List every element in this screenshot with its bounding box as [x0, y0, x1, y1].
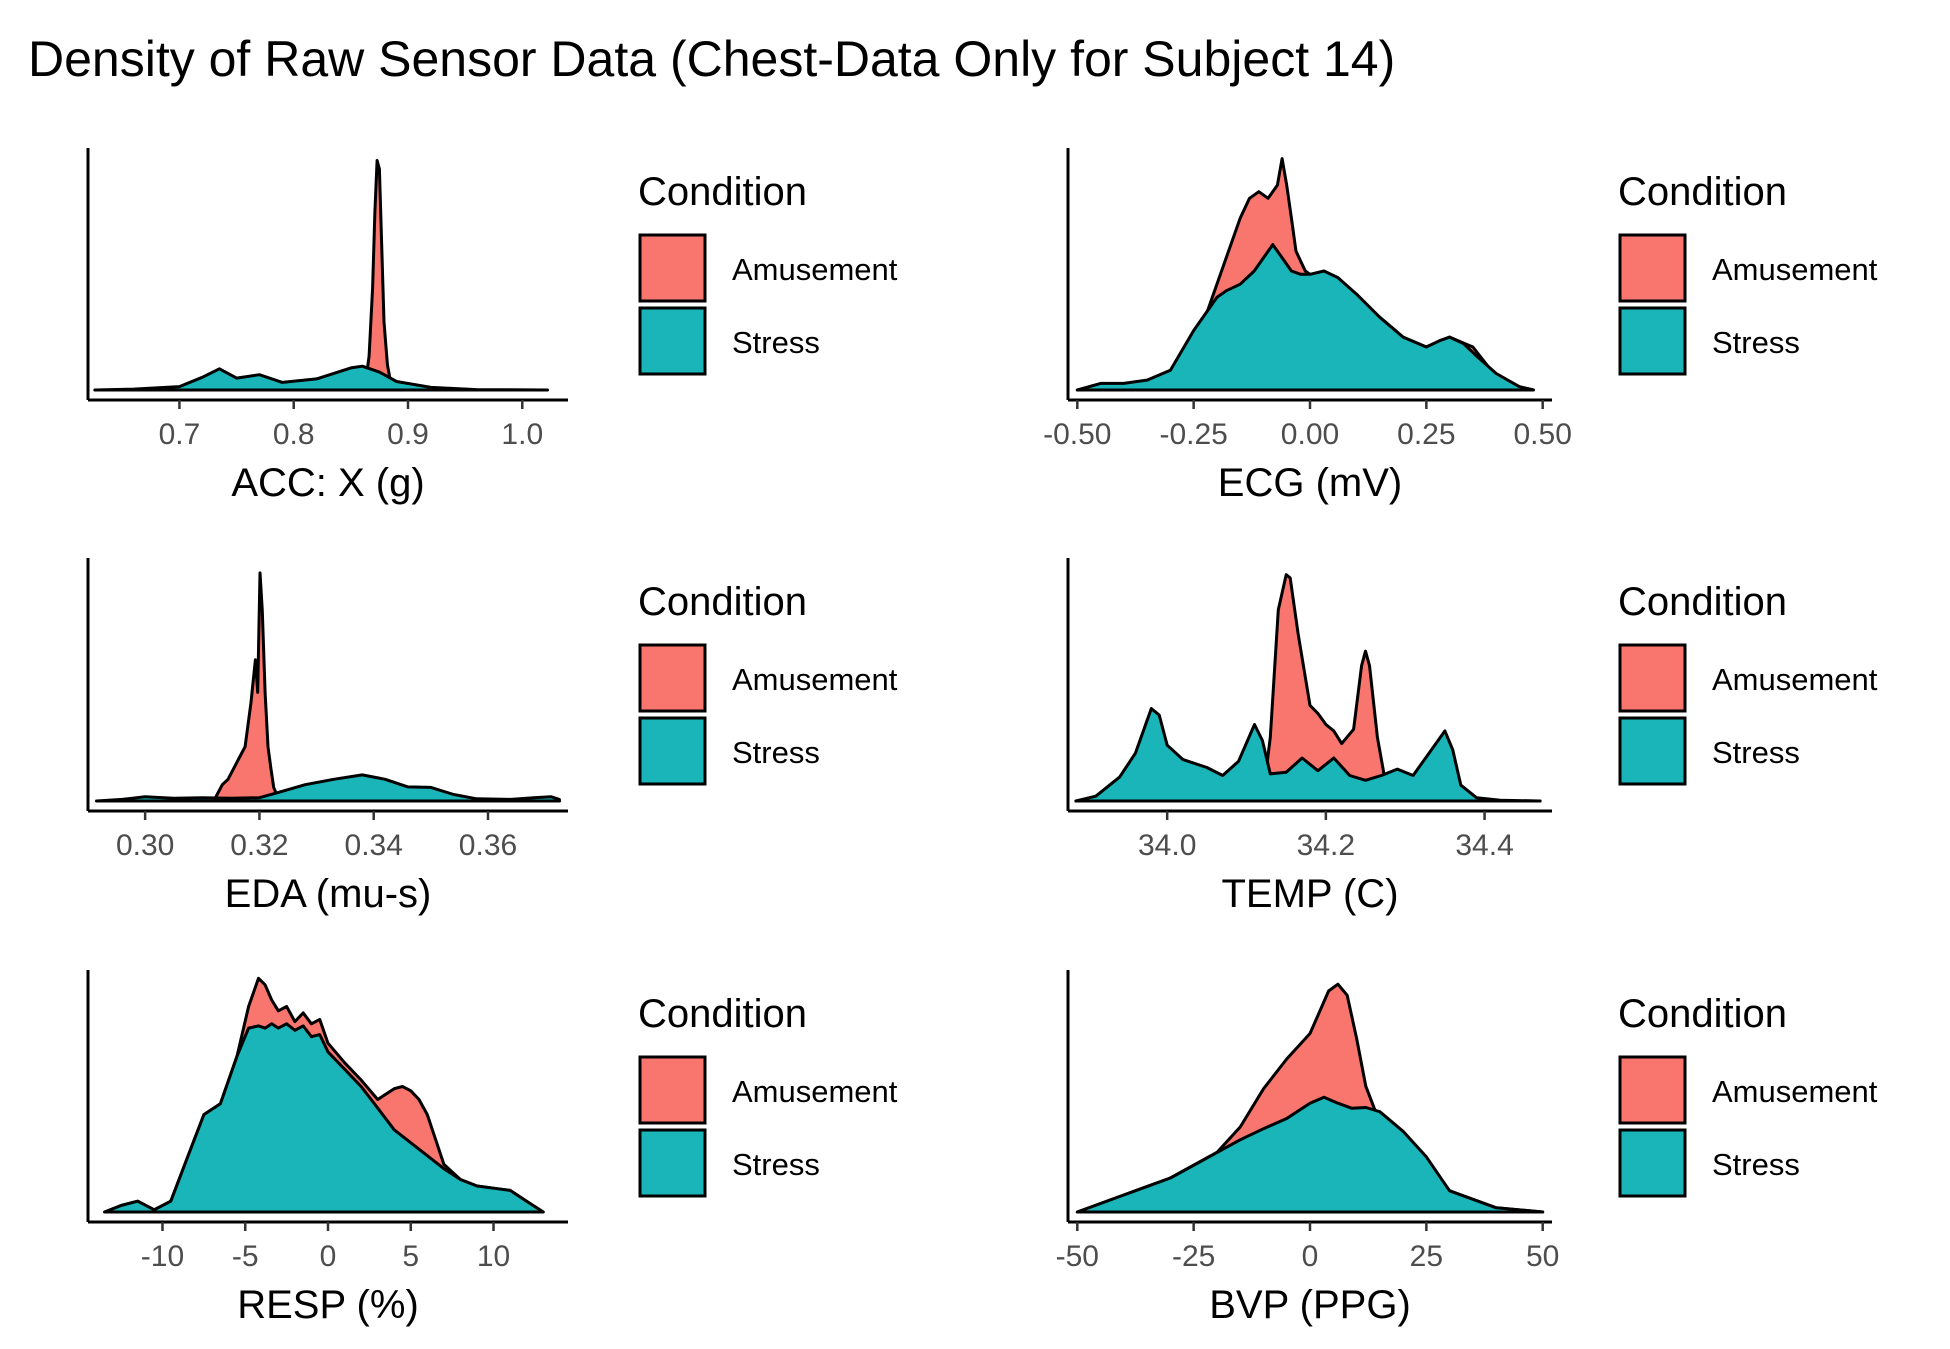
density-area-amusement	[95, 571, 561, 803]
x-tick-label: 0.30	[116, 829, 174, 862]
x-tick-label: 0.32	[230, 829, 288, 862]
legend-key-amusement	[638, 643, 707, 713]
legend-label-stress: Stress	[1712, 735, 1800, 770]
density-area-stress	[1075, 243, 1535, 392]
x-axis-label: ACC: X (g)	[231, 461, 424, 505]
legend-key-stress	[1618, 1128, 1687, 1198]
density-area-amusement	[93, 159, 549, 392]
legend-key-amusement	[1618, 233, 1687, 303]
x-axis-label: BVP (PPG)	[1209, 1283, 1411, 1327]
x-tick-label: -50	[1056, 1240, 1099, 1273]
legend-key-stress	[1618, 306, 1687, 376]
density-panel-2: -0.50 -0.25 0.00 0.25 0.50 ECG (mV) Condition A…	[1043, 148, 1878, 505]
legend-title: Condition	[1618, 580, 1787, 624]
x-tick-label: -0.50	[1043, 418, 1111, 451]
legend-label-amusement: Amusement	[732, 662, 898, 697]
x-tick-label: 0.9	[387, 418, 429, 451]
legend-key-stress	[638, 1128, 707, 1198]
density-panel-6: -50 -25 0 25 50 BVP (PPG) Condition Amusement St…	[1056, 970, 1878, 1327]
legend-key-amusement	[638, 233, 707, 303]
x-tick-label: -10	[141, 1240, 184, 1273]
x-tick-label: 0.50	[1513, 418, 1571, 451]
legend-key-stress	[638, 306, 707, 376]
legend-label-amusement: Amusement	[732, 1074, 898, 1109]
density-panel-5: -10 -5 0 5 10 RESP (%) Condition Amusement Stres…	[86, 970, 898, 1327]
legend-label-stress: Stress	[1712, 325, 1800, 360]
legend-label-amusement: Amusement	[1712, 662, 1878, 697]
density-area-stress	[103, 1022, 545, 1214]
density-panel-3: 0.30 0.32 0.34 0.36 EDA (mu-s) Condition Amuse…	[86, 558, 898, 916]
x-tick-label: 0.34	[345, 829, 403, 862]
density-panel-1: 0.7 0.8 0.9 1.0 ACC: X (g) Condition Amusement…	[86, 148, 898, 505]
x-tick-label: 1.0	[501, 418, 543, 451]
x-axis-label: ECG (mV)	[1218, 461, 1402, 505]
density-area-stress	[93, 364, 549, 392]
x-tick-label: 5	[402, 1240, 419, 1273]
legend-key-amusement	[638, 1055, 707, 1125]
density-area-stress	[1074, 707, 1542, 803]
x-tick-label: 10	[477, 1240, 510, 1273]
legend-title: Condition	[638, 992, 807, 1036]
x-tick-label: 0.36	[459, 829, 517, 862]
legend-label-amusement: Amusement	[1712, 1074, 1878, 1109]
legend-key-stress	[638, 716, 707, 786]
legend-title: Condition	[1618, 170, 1787, 214]
x-tick-label: 25	[1410, 1240, 1443, 1273]
density-panel-4: 34.0 34.2 34.4 TEMP (C) Condition Amusement St…	[1066, 558, 1878, 916]
legend-title: Condition	[638, 580, 807, 624]
legend-key-amusement	[1618, 643, 1687, 713]
x-axis-label: RESP (%)	[237, 1283, 419, 1327]
legend-label-stress: Stress	[1712, 1147, 1800, 1182]
legend-key-stress	[1618, 716, 1687, 786]
x-tick-label: 0.25	[1397, 418, 1455, 451]
chart-title: Density of Raw Sensor Data (Chest-Data O…	[28, 31, 1396, 87]
x-tick-label: -5	[232, 1240, 259, 1273]
legend-title: Condition	[1618, 992, 1787, 1036]
density-area-stress	[95, 773, 561, 803]
x-axis-label: TEMP (C)	[1221, 872, 1398, 916]
legend-label-amusement: Amusement	[732, 252, 898, 287]
x-tick-label: -25	[1172, 1240, 1215, 1273]
legend-title: Condition	[638, 170, 807, 214]
legend-label-stress: Stress	[732, 325, 820, 360]
legend-key-amusement	[1618, 1055, 1687, 1125]
x-tick-label: 0.7	[159, 418, 201, 451]
legend-label-stress: Stress	[732, 1147, 820, 1182]
x-tick-label: 34.2	[1297, 829, 1355, 862]
density-area-stress	[1075, 1095, 1545, 1214]
x-tick-label: 0.8	[273, 418, 315, 451]
x-tick-label: 34.4	[1455, 829, 1513, 862]
legend-label-stress: Stress	[732, 735, 820, 770]
legend-label-amusement: Amusement	[1712, 252, 1878, 287]
x-tick-label: 34.0	[1138, 829, 1196, 862]
x-tick-label: 0	[1302, 1240, 1319, 1273]
x-tick-label: 0.00	[1281, 418, 1339, 451]
density-area-amusement	[1074, 573, 1542, 803]
x-tick-label: 0	[320, 1240, 337, 1273]
x-tick-label: 50	[1526, 1240, 1559, 1273]
x-tick-label: -0.25	[1159, 418, 1227, 451]
x-axis-label: EDA (mu-s)	[225, 872, 432, 916]
